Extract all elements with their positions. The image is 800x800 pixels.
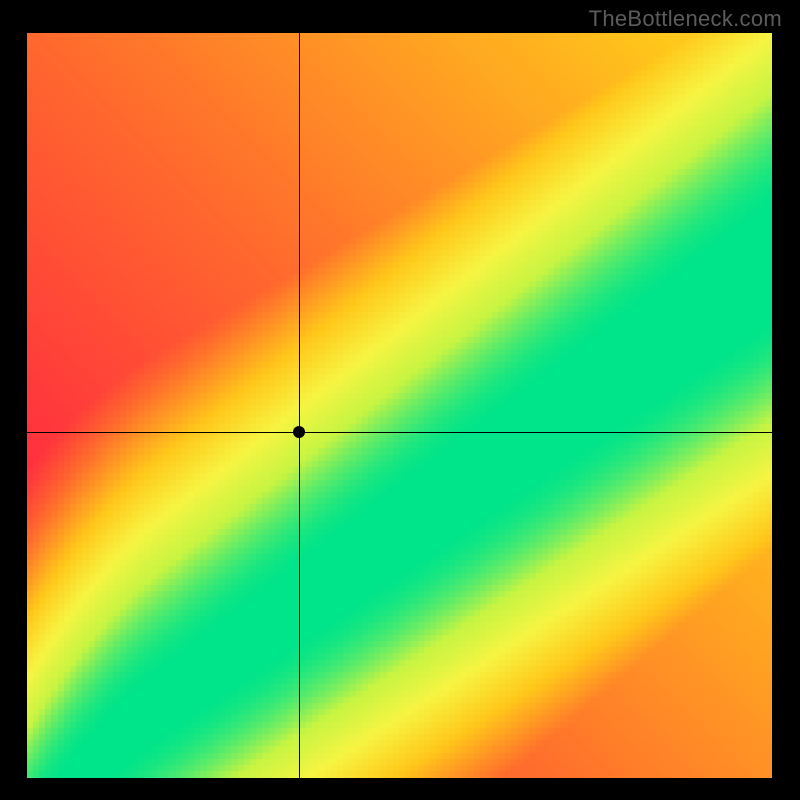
marker-point [293, 426, 305, 438]
watermark-text: TheBottleneck.com [589, 6, 782, 32]
crosshair-horizontal [27, 432, 772, 433]
crosshair-vertical [299, 33, 300, 778]
bottleneck-heatmap [27, 33, 772, 778]
